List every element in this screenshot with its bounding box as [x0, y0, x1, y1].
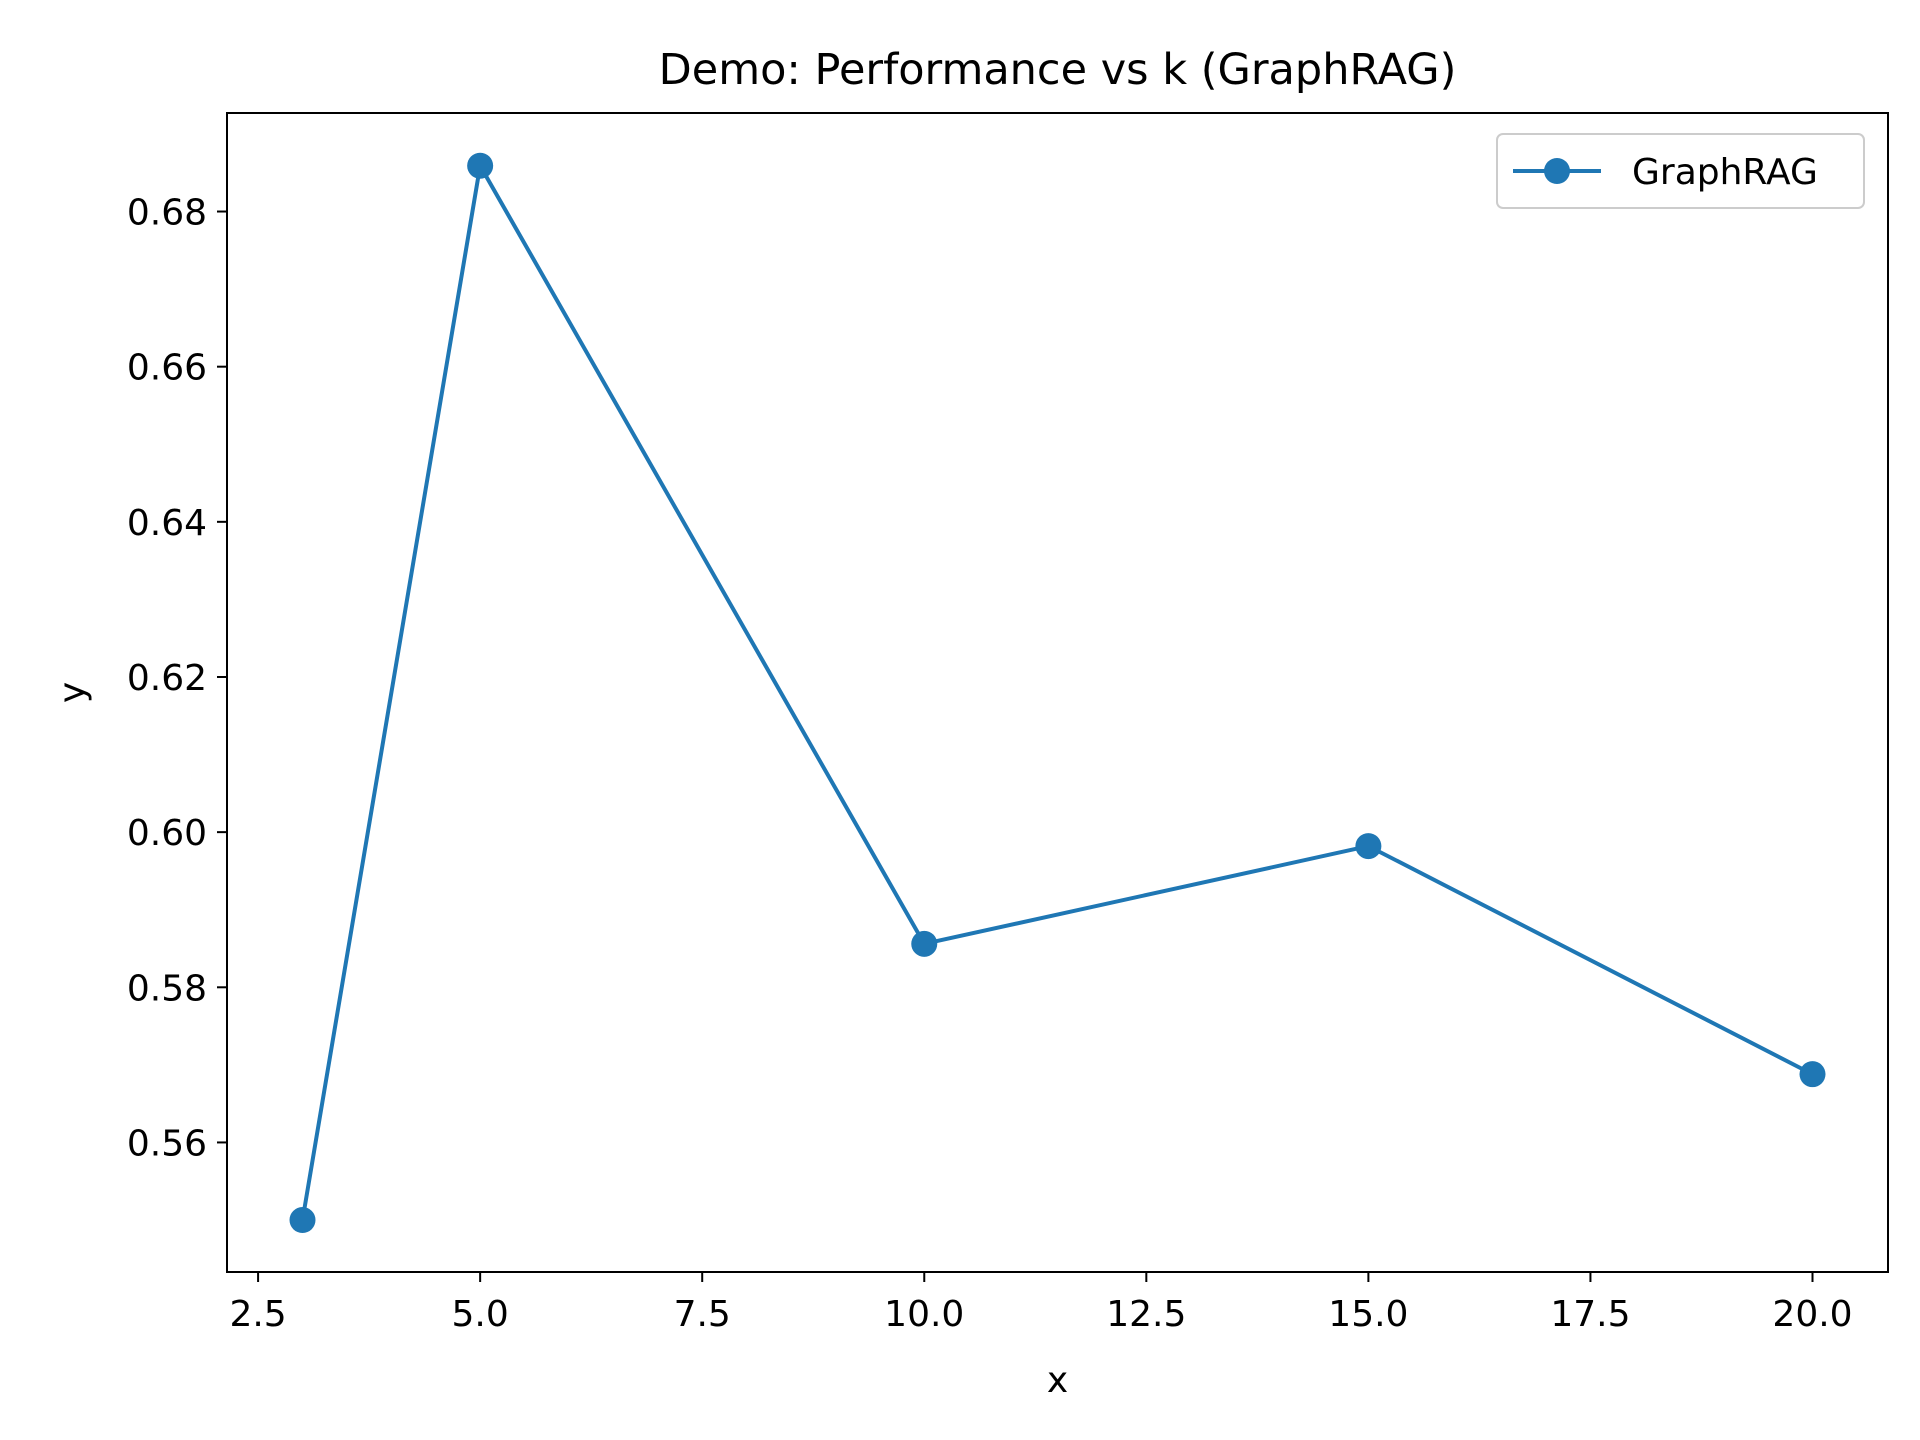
legend-label: GraphRAG [1632, 152, 1818, 193]
x-tick-label: 2.5 [229, 1294, 286, 1335]
plot-frame [226, 112, 1889, 1273]
plot-area [226, 112, 1889, 1273]
y-tick-label: 0.58 [127, 968, 207, 1009]
y-tick-label: 0.66 [127, 348, 207, 389]
y-tick-label: 0.60 [127, 813, 207, 854]
y-axis-label: y [52, 682, 93, 703]
data-point [1799, 1061, 1826, 1088]
y-tick-label: 0.64 [127, 503, 207, 544]
series-line-graphrag [300, 163, 1816, 1223]
x-tick-label: 7.5 [674, 1294, 731, 1335]
x-axis-ticks: 2.5 5.0 7.5 10.0 12.5 15.0 17.5 20.0 [229, 1272, 1853, 1335]
x-tick-label: 20.0 [1772, 1294, 1852, 1335]
x-tick-label: 5.0 [452, 1294, 509, 1335]
x-tick-label: 12.5 [1106, 1294, 1186, 1335]
legend-marker-sample [1544, 158, 1570, 184]
legend-box [1496, 133, 1865, 209]
chart-title: Demo: Performance vs k (GraphRAG) [659, 45, 1457, 95]
data-point [911, 930, 938, 957]
legend: GraphRAG [1496, 133, 1865, 209]
y-tick-label: 0.68 [127, 193, 207, 234]
y-axis-ticks: 0.56 0.58 0.60 0.62 0.64 0.66 0.68 [127, 193, 227, 1164]
series-layer [289, 152, 1826, 1234]
x-tick-label: 17.5 [1550, 1294, 1630, 1335]
data-point [467, 152, 494, 179]
y-tick-label: 0.56 [127, 1123, 207, 1164]
y-tick-label: 0.62 [127, 658, 207, 699]
x-axis-label: x [1047, 1360, 1068, 1401]
x-tick-label: 15.0 [1328, 1294, 1408, 1335]
x-tick-label: 10.0 [884, 1294, 964, 1335]
data-point [1355, 833, 1382, 860]
data-point [289, 1207, 316, 1234]
